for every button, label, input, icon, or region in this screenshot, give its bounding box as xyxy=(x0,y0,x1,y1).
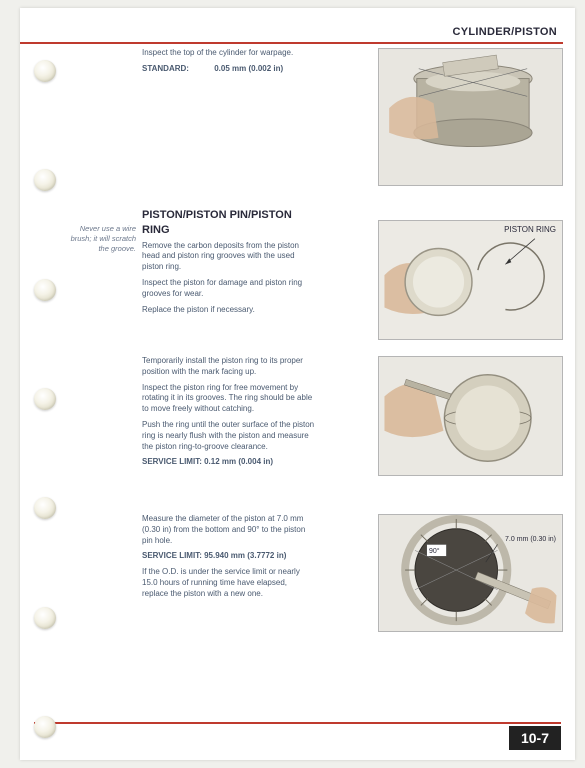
figure-piston-diameter: 90° 7.0 mm (0.30 in) xyxy=(378,514,563,632)
standard-row: STANDARD: 0.05 mm (0.002 in) xyxy=(142,64,315,75)
page-number: 10-7 xyxy=(509,726,561,750)
content-area: Inspect the top of the cylinder for warp… xyxy=(70,48,563,716)
para: Measure the diameter of the piston at 7.… xyxy=(142,514,315,546)
service-limit-label: SERVICE LIMIT: xyxy=(142,457,202,466)
section-ring-clearance: Temporarily install the piston ring to i… xyxy=(70,356,563,506)
service-limit-value: 95.940 mm (3.7772 in) xyxy=(204,551,286,560)
text-col: Inspect the top of the cylinder for warp… xyxy=(70,48,315,75)
section-piston-diameter: Measure the diameter of the piston at 7.… xyxy=(70,514,563,664)
figure-label-piston-ring: PISTON RING xyxy=(504,225,556,236)
standard-value: 0.05 mm (0.002 in) xyxy=(214,64,283,73)
standard-label: STANDARD: xyxy=(142,64,212,75)
figure-cylinder-warpage xyxy=(378,48,563,186)
para: If the O.D. is under the service limit o… xyxy=(142,567,315,599)
page-footer: 10-7 xyxy=(34,722,561,750)
para: Push the ring until the outer surface of… xyxy=(142,420,315,452)
section-warpage: Inspect the top of the cylinder for warp… xyxy=(70,48,563,208)
hole-icon xyxy=(34,169,56,191)
figure-label-dimension: 7.0 mm (0.30 in) xyxy=(505,535,556,544)
figure-ring-groove xyxy=(378,356,563,476)
service-limit-row: SERVICE LIMIT: 0.12 mm (0.004 in) xyxy=(142,457,315,468)
service-limit-row: SERVICE LIMIT: 95.940 mm (3.7772 in) xyxy=(142,551,315,562)
service-limit-value: 0.12 mm (0.004 in) xyxy=(204,457,273,466)
para: Temporarily install the piston ring to i… xyxy=(142,356,315,378)
para: Inspect the top of the cylinder for warp… xyxy=(142,48,315,59)
hole-icon xyxy=(34,716,56,738)
service-limit-label: SERVICE LIMIT: xyxy=(142,551,202,560)
text-col: Temporarily install the piston ring to i… xyxy=(70,356,315,468)
hole-icon xyxy=(34,497,56,519)
hole-icon xyxy=(34,607,56,629)
binding-holes xyxy=(34,60,56,738)
figure-piston-ring: PISTON RING xyxy=(378,220,563,340)
section-heading: PISTON/PISTON PIN/PISTON RING xyxy=(142,208,315,238)
hole-icon xyxy=(34,279,56,301)
text-col: Measure the diameter of the piston at 7.… xyxy=(70,514,315,600)
margin-note: Never use a wire brush; it will scratch … xyxy=(70,224,140,254)
page: CYLINDER/PISTON Inspect the top of the c… xyxy=(20,8,575,760)
hole-icon xyxy=(34,388,56,410)
para: Remove the carbon deposits from the pist… xyxy=(142,241,315,273)
figure-label-degrees: 90° xyxy=(429,547,440,556)
para: Inspect the piston ring for free movemen… xyxy=(142,383,315,415)
hole-icon xyxy=(34,60,56,82)
header-rule xyxy=(20,42,563,44)
chapter-header: CYLINDER/PISTON xyxy=(452,26,557,38)
section-piston-ring: Never use a wire brush; it will scratch … xyxy=(70,208,563,348)
para: Inspect the piston for damage and piston… xyxy=(142,278,315,300)
para: Replace the piston if necessary. xyxy=(142,305,315,316)
